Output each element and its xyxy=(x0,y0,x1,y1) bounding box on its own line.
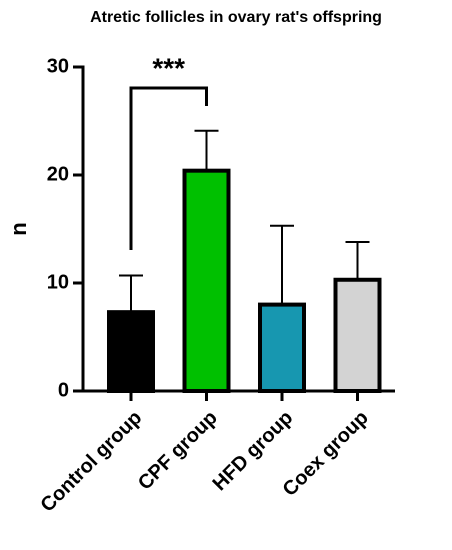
significance-label: *** xyxy=(152,52,185,83)
y-tick-label: 30 xyxy=(47,55,69,77)
x-tick-label: CPF group xyxy=(134,407,222,495)
y-tick-label: 0 xyxy=(58,379,69,401)
significance-bracket xyxy=(129,86,208,250)
bar xyxy=(258,302,306,394)
y-tick-label: 20 xyxy=(47,163,69,185)
y-axis-label: n xyxy=(6,222,31,235)
bar xyxy=(333,277,382,394)
x-tick-label: Control group xyxy=(36,407,146,517)
bar xyxy=(182,168,231,393)
chart-title: Atretic follicles in ovary rat's offspri… xyxy=(90,9,382,26)
y-tick-label: 10 xyxy=(47,271,69,293)
bar xyxy=(107,310,155,393)
